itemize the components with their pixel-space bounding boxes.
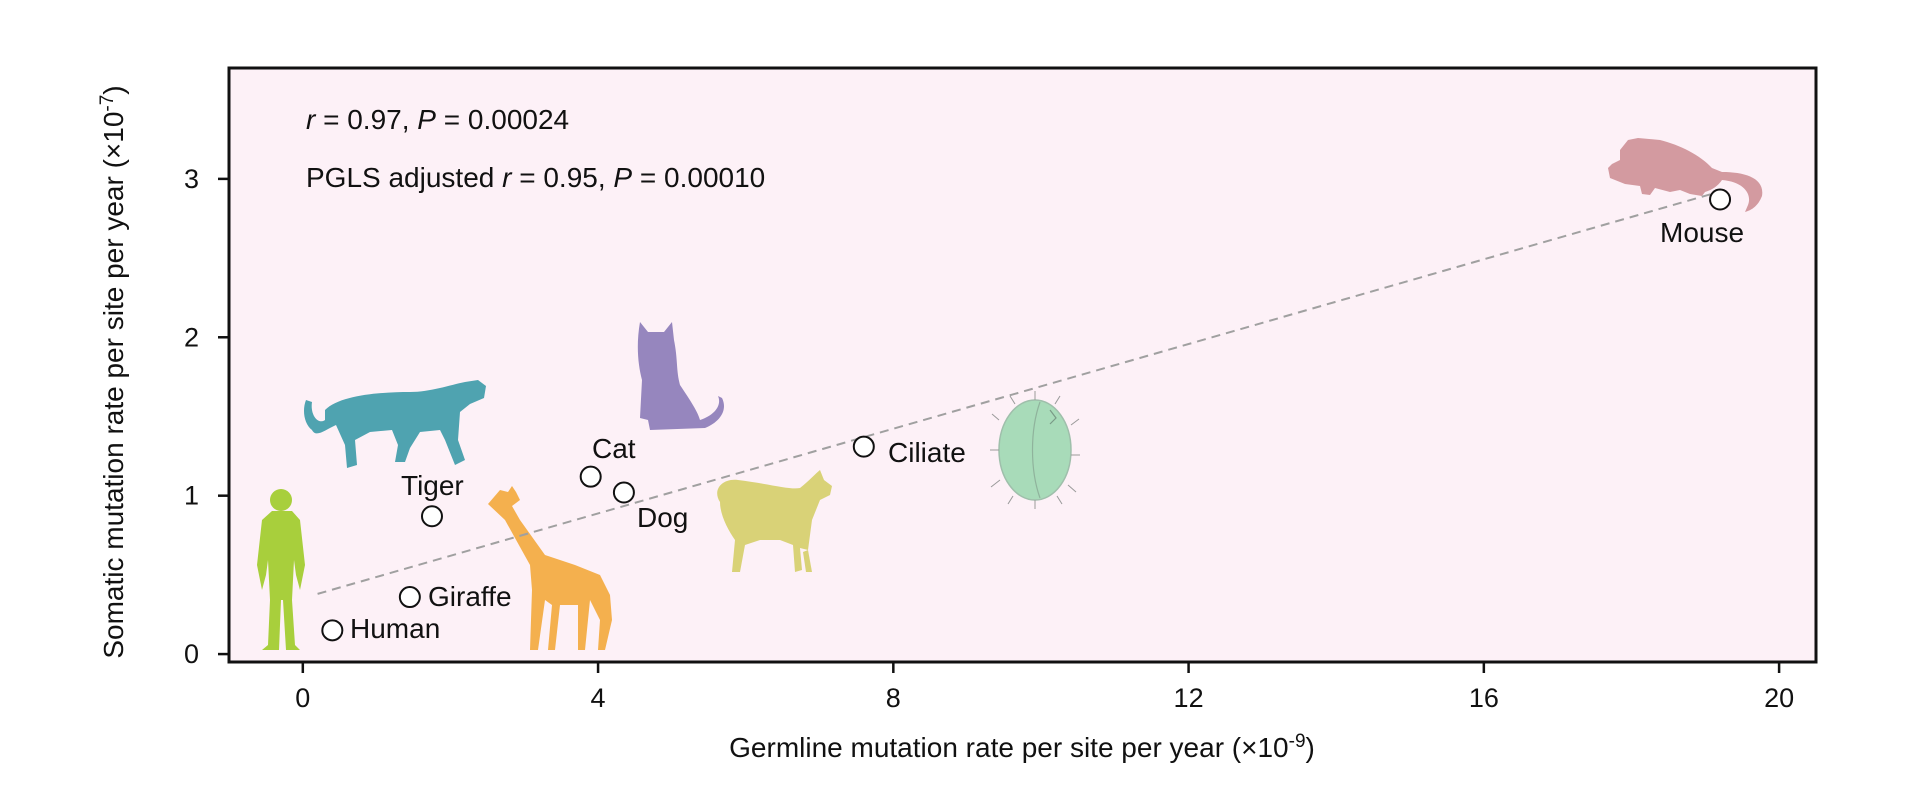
y-tick-label: 2 [184,322,199,352]
point-ciliate [852,435,875,458]
label-mouse: Mouse [1660,217,1744,248]
label-tiger: Tiger [401,470,464,501]
point-giraffe [398,586,421,609]
x-tick-label: 4 [591,683,606,713]
human-icon [257,489,305,650]
point-dog [612,481,635,504]
label-cat: Cat [592,433,636,464]
point-mouse [1709,188,1732,211]
x-tick-label: 8 [886,683,901,713]
x-tick-label: 20 [1764,683,1794,713]
y-tick-label: 3 [184,164,199,194]
stat-line-2: PGLS adjusted r = 0.95, P = 0.00010 [306,162,765,193]
mouse-icon [1608,138,1763,212]
tiger-icon [304,380,486,468]
point-cat [579,465,602,488]
x-tick-label: 0 [295,683,310,713]
label-giraffe: Giraffe [428,581,512,612]
cat-icon [637,322,725,430]
label-dog: Dog [637,502,688,533]
label-human: Human [350,613,440,644]
ciliate-icon [990,391,1080,509]
giraffe-icon [488,486,612,650]
point-human [321,619,344,642]
stat-line-1: r = 0.97, P = 0.00024 [306,104,569,135]
point-tiger [420,505,443,528]
fit-line [317,190,1721,595]
y-axis-title: Somatic mutation rate per site per year … [97,85,129,658]
x-tick-label: 16 [1469,683,1499,713]
dog-icon [717,470,832,572]
plot-area [229,68,1816,662]
plot-frame [227,66,1818,664]
label-ciliate: Ciliate [888,437,966,468]
x-axis-title: Germline mutation rate per site per year… [729,731,1315,763]
y-tick-label: 1 [184,481,199,511]
x-tick-label: 12 [1174,683,1204,713]
y-tick-label: 0 [184,639,199,669]
